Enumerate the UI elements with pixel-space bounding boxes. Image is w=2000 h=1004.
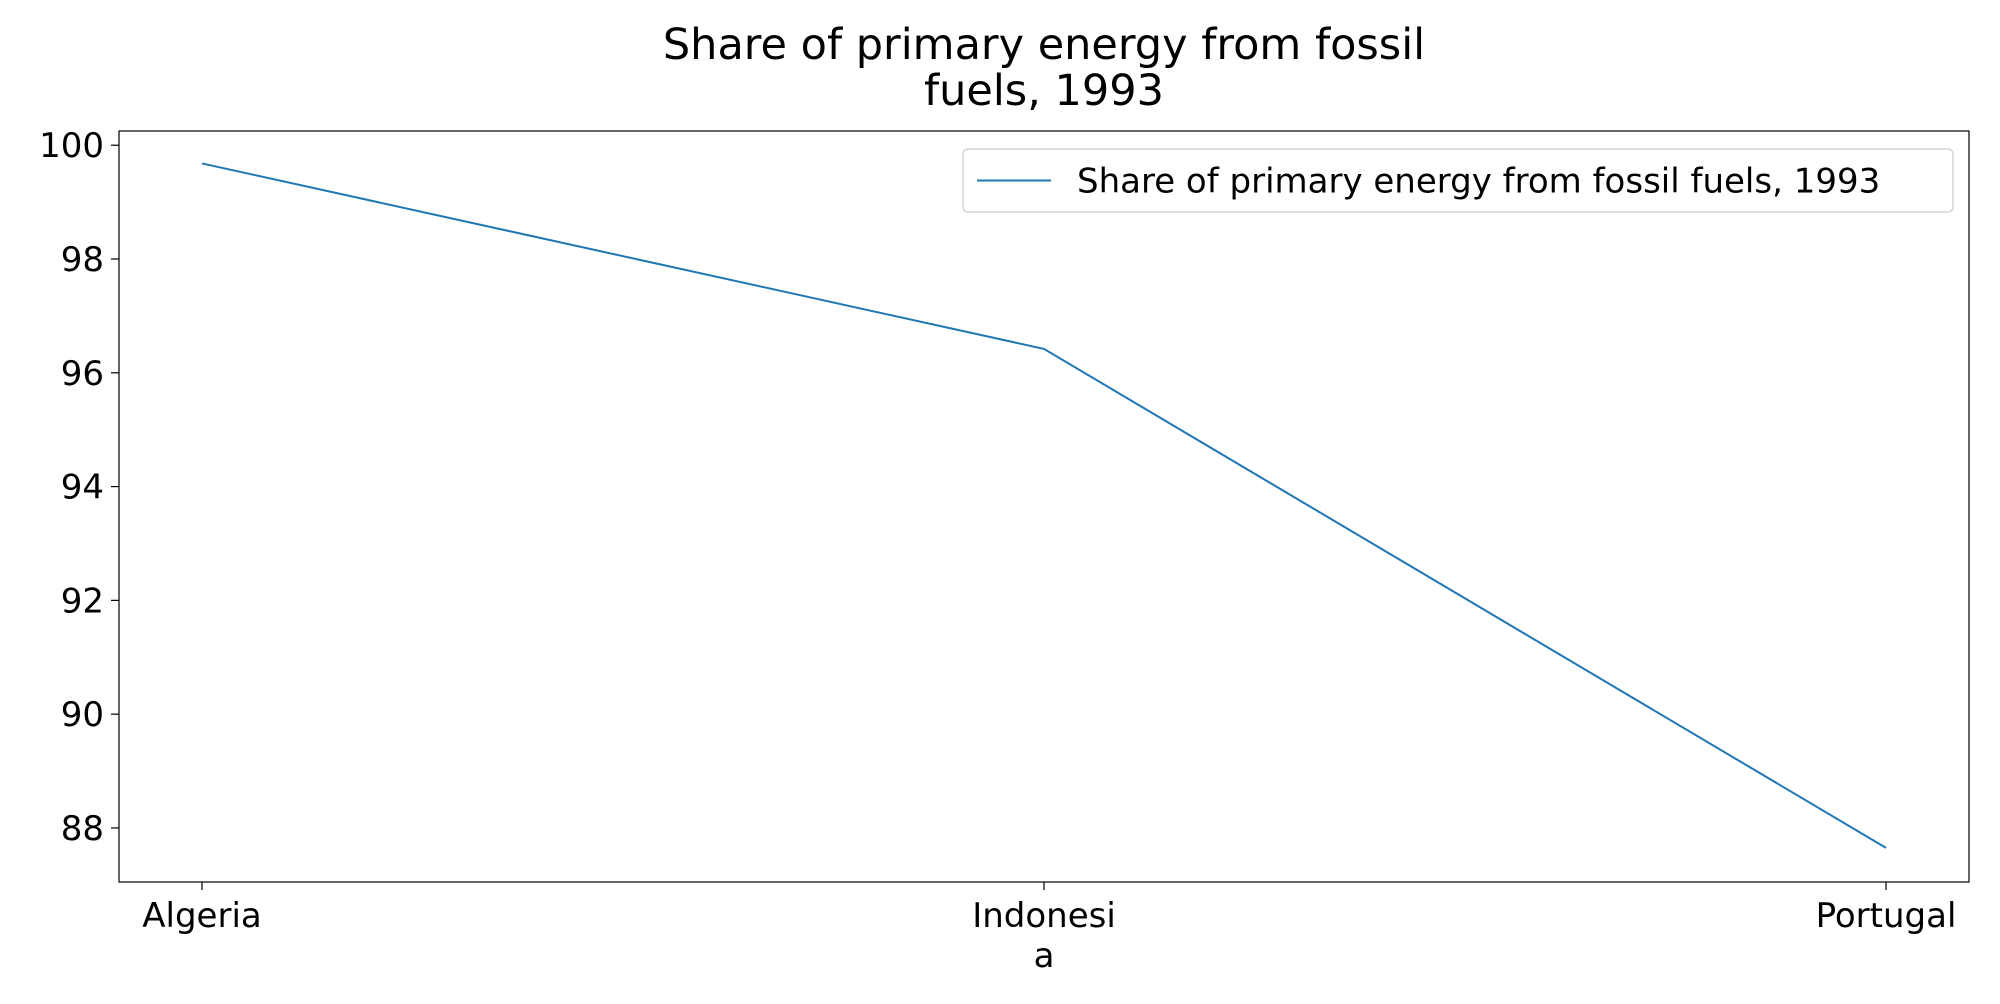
x-tick-label: Indonesi — [972, 896, 1116, 936]
legend: Share of primary energy from fossil fuel… — [962, 148, 1954, 213]
chart-title: Share of primary energy from fossilfuels… — [663, 20, 1425, 116]
legend-box — [962, 148, 1954, 213]
x-tick-label: Algeria — [142, 896, 261, 936]
x-tick-label: a — [1034, 936, 1055, 976]
y-tick-label: 94 — [61, 468, 104, 508]
y-axis: 88 90 92 94 96 98 100 — [39, 126, 119, 849]
series-line — [201, 162, 1887, 849]
chart-title-line: Share of primary energy from fossil — [663, 20, 1425, 70]
series-layer — [201, 162, 1887, 849]
chart-title-line: fuels, 1993 — [924, 66, 1164, 116]
y-tick-label: 100 — [39, 126, 104, 166]
y-tick-label: 98 — [61, 240, 104, 280]
y-tick-label: 96 — [61, 354, 104, 394]
y-tick-label: 88 — [61, 809, 104, 849]
legend-label: Share of primary energy from fossil fuel… — [1077, 162, 1880, 202]
plot-area-frame — [118, 130, 1970, 883]
y-tick-label: 92 — [61, 581, 104, 621]
y-tick-label: 90 — [61, 695, 104, 735]
x-tick-label: Portugal — [1816, 896, 1957, 936]
